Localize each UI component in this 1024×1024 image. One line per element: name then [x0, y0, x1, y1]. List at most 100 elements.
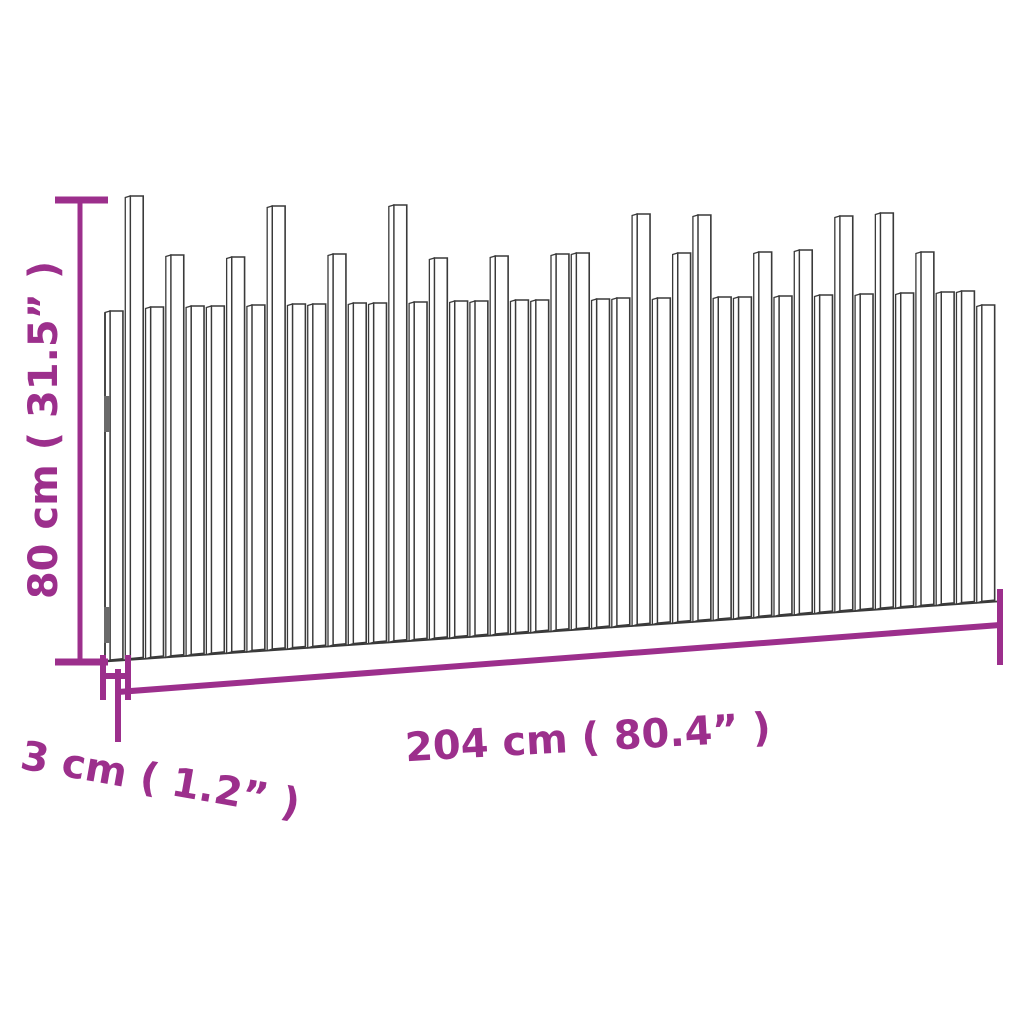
depth-dimension-label: 3 cm ( 1.2” ): [17, 733, 303, 827]
headboard-slat-edge: [631, 213, 638, 627]
headboard-slat-edge: [144, 306, 152, 660]
headboard-slat: [697, 214, 712, 622]
headboard-slat: [757, 251, 773, 618]
headboard-slat-edge: [124, 195, 131, 662]
headboard-slat: [656, 297, 672, 625]
headboard-slat: [737, 296, 753, 619]
headboard-slat-edge: [692, 214, 699, 623]
headboard-slat: [474, 300, 489, 637]
headboard-slat: [839, 215, 854, 612]
headboard-slat: [717, 296, 732, 620]
headboard-slat: [453, 300, 469, 638]
headboard-slat-edge: [307, 303, 314, 649]
headboard-slat: [372, 302, 388, 644]
headboard-slat: [514, 299, 530, 634]
headboard-slat-edge: [286, 303, 294, 651]
headboard-slat: [413, 301, 428, 641]
headboard-slat: [920, 251, 935, 607]
headboard-slat-edge: [205, 305, 213, 656]
headboard-slat-edge: [712, 296, 719, 622]
headboard-slat: [595, 298, 611, 629]
headboard-slat: [676, 252, 692, 623]
headboard-slat-edge: [246, 304, 253, 653]
headboard-slat-edge: [347, 302, 354, 647]
headboard-slat-edge: [976, 304, 983, 604]
headboard-slat-edge: [732, 296, 740, 621]
headboard-slat: [555, 253, 570, 631]
headboard-slat-group: [104, 195, 998, 663]
headboard-slat: [149, 306, 165, 659]
headboard-slat: [778, 295, 793, 616]
headboard-bottom-edge: [104, 600, 998, 663]
headboard-slat: [636, 213, 651, 626]
headboard-slat-edge: [671, 252, 679, 625]
height-dimension-group: 80 cm ( 31.5” ): [21, 196, 108, 666]
headboard-slat-edge: [185, 305, 192, 657]
headboard-slat: [393, 204, 408, 642]
headboard-slat-edge: [448, 300, 456, 640]
headboard-slat-edge: [266, 205, 273, 652]
width-dimension-group: 204 cm ( 80.4” ): [115, 589, 1003, 771]
headboard-slat: [899, 292, 915, 608]
headboard-slat: [940, 291, 955, 605]
headboard-slat-edge: [773, 295, 780, 618]
headboard-slat-edge: [935, 291, 942, 607]
height-dimension-label: 80 cm ( 31.5” ): [21, 261, 67, 599]
mounting-bracket-lower: [104, 607, 110, 643]
headboard-slat: [230, 256, 246, 653]
headboard-slat: [494, 255, 509, 635]
headboard-slat: [575, 252, 591, 630]
headboard-slat-edge: [570, 252, 577, 632]
width-dimension-line: [117, 622, 1001, 695]
headboard-slat: [980, 304, 996, 603]
headboard-slat-edge: [428, 257, 436, 641]
headboard-slat: [190, 305, 205, 656]
headboard-slat-edge: [225, 256, 233, 655]
headboard-slat: [251, 304, 266, 652]
headboard-slat: [271, 205, 286, 650]
headboard-slat-edge: [469, 300, 476, 638]
headboard-slat-edge: [651, 297, 659, 626]
headboard-slat: [291, 303, 307, 649]
headboard-slat-edge: [327, 253, 334, 648]
headboard-slat-edge: [408, 301, 415, 642]
headboard-slat: [332, 253, 347, 646]
headboard-slat-edge: [834, 215, 841, 614]
headboard-slat: [818, 294, 834, 614]
headboard-slat-edge: [753, 251, 760, 619]
headboard-slat-edge: [793, 249, 800, 617]
headboard-slat-edge: [894, 292, 902, 610]
mounting-bracket-upper: [104, 396, 110, 432]
headboard-slat: [879, 212, 895, 610]
headboard-slat: [352, 302, 368, 645]
headboard-slat-edge: [509, 299, 517, 636]
headboard-slat-edge: [388, 204, 395, 644]
headboard-slat-edge: [611, 297, 618, 629]
headboard-slat-edge: [813, 294, 821, 615]
headboard-slat-edge: [915, 251, 922, 608]
width-dimension-label: 204 cm ( 80.4” ): [404, 705, 772, 771]
headboard-slat: [129, 195, 145, 660]
headboard-slat-edge: [530, 299, 537, 634]
headboard-slat: [534, 299, 550, 633]
headboard-slat-edge: [874, 212, 882, 611]
mounting-bracket-group: [104, 396, 110, 643]
headboard-slat-edge: [854, 293, 861, 612]
headboard-slat-edge: [367, 302, 375, 645]
headboard-slat: [433, 257, 449, 640]
headboard-slat-edge: [590, 298, 598, 630]
headboard-slat: [170, 254, 185, 657]
headboard-slat-edge: [165, 254, 172, 659]
headboard-slat: [859, 293, 874, 611]
headboard-slat-edge: [955, 290, 963, 606]
headboard-slat: [311, 303, 327, 648]
headboard-slat: [210, 305, 226, 655]
headboard-slat: [616, 297, 631, 627]
headboard-slat: [109, 310, 124, 661]
headboard-slat-edge: [550, 253, 557, 633]
headboard-slat: [798, 249, 814, 615]
headboard-slat-edge: [489, 255, 496, 637]
headboard-slat: [960, 290, 976, 604]
